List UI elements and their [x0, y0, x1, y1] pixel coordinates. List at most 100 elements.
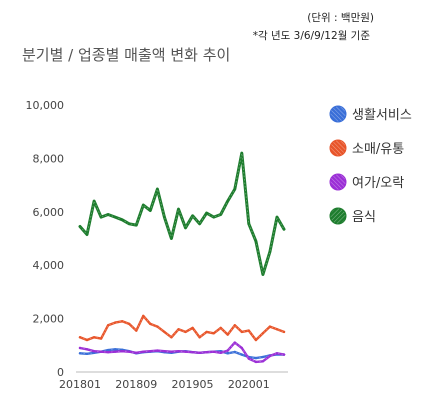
data-point [121, 218, 124, 221]
series-line-1 [78, 314, 286, 342]
data-point [135, 351, 138, 354]
data-point [106, 351, 110, 354]
y-tick-label: 2,000 [33, 313, 65, 326]
data-point [212, 332, 215, 335]
data-point [142, 203, 145, 207]
data-point [163, 350, 166, 353]
data-point [114, 321, 117, 324]
data-point [128, 222, 131, 225]
data-point [205, 330, 208, 334]
data-point [163, 215, 166, 219]
y-tick-label: 0 [57, 366, 64, 379]
data-point [156, 325, 159, 328]
legend-item[interactable]: 생활서비스 [329, 105, 412, 123]
data-point [240, 346, 243, 350]
data-point [233, 341, 236, 344]
data-point [212, 350, 215, 353]
data-point [156, 349, 159, 352]
x-tick-label: 201905 [172, 378, 214, 391]
data-point [170, 237, 173, 240]
data-point [261, 360, 265, 363]
data-point [99, 337, 103, 340]
data-point [191, 214, 194, 217]
data-point [184, 226, 187, 229]
series-layer [78, 151, 286, 364]
data-point [191, 326, 194, 330]
series-line-texture-3 [79, 153, 285, 277]
data-point [92, 199, 96, 203]
legend-label: 생활서비스 [352, 108, 412, 123]
data-point [261, 355, 265, 359]
data-point [149, 322, 152, 326]
data-point [121, 350, 124, 353]
data-point [205, 351, 208, 354]
data-point [212, 215, 215, 219]
data-point [106, 213, 110, 216]
data-point [268, 354, 272, 358]
data-point [219, 326, 222, 330]
data-point [114, 348, 117, 351]
data-point [128, 322, 131, 326]
data-point [233, 187, 236, 191]
x-tick-label: 202001 [228, 378, 270, 391]
y-tick-label: 4,000 [33, 259, 65, 272]
data-point [254, 240, 258, 243]
data-point [170, 336, 173, 339]
data-point [99, 350, 103, 353]
series-line-3 [78, 151, 286, 276]
x-tick-label: 201801 [59, 378, 101, 391]
data-point [191, 351, 194, 354]
series-line-texture-1 [79, 315, 285, 341]
data-point [240, 151, 243, 155]
data-point [261, 332, 265, 335]
basis-note: *각 년도 3/6/9/12월 기준 [252, 30, 370, 42]
data-point [254, 356, 258, 360]
data-point [114, 215, 117, 219]
data-point [226, 352, 229, 355]
y-tick-label: 6,000 [33, 206, 65, 219]
data-point [240, 353, 243, 356]
data-point [135, 329, 138, 332]
legend-label: 여가/오락 [352, 176, 404, 191]
data-point [78, 336, 82, 339]
data-point [219, 351, 222, 354]
data-point [177, 207, 180, 211]
data-point [226, 333, 229, 336]
data-point [247, 222, 250, 225]
data-point [78, 225, 82, 228]
data-point [254, 338, 258, 342]
data-point [85, 348, 89, 351]
data-point [135, 223, 138, 227]
data-point [149, 209, 152, 212]
series-line-texture-2 [79, 342, 285, 363]
data-point [205, 211, 208, 215]
data-point [247, 329, 250, 332]
data-point [226, 349, 229, 352]
data-point [106, 348, 110, 352]
legend-swatch [329, 173, 347, 191]
data-point [275, 352, 279, 355]
data-point [106, 324, 110, 327]
data-point [282, 330, 286, 334]
legend-swatch [329, 139, 347, 157]
data-point [268, 325, 272, 328]
legend-label: 음식 [352, 210, 376, 225]
legend-item[interactable]: 소매/유통 [329, 139, 404, 157]
legend-label: 소매/유통 [352, 142, 404, 157]
legend-swatch [329, 207, 347, 225]
data-point [268, 250, 272, 253]
data-point [78, 352, 82, 355]
x-tick-label: 201809 [115, 378, 157, 391]
data-point [198, 351, 201, 354]
axis-layer: 0 2,000 4,000 6,000 8,000 10,000 201801 201809 2… [26, 99, 288, 391]
data-point [85, 352, 89, 355]
series-line-2 [78, 341, 286, 364]
data-point [85, 233, 89, 236]
data-point [275, 328, 279, 331]
data-point [219, 213, 222, 216]
chart-title: 분기별 / 업종별 매출액 변화 추이 [22, 46, 231, 64]
legend-item[interactable]: 음식 [329, 207, 376, 225]
legend-item[interactable]: 여가/오락 [329, 173, 404, 191]
